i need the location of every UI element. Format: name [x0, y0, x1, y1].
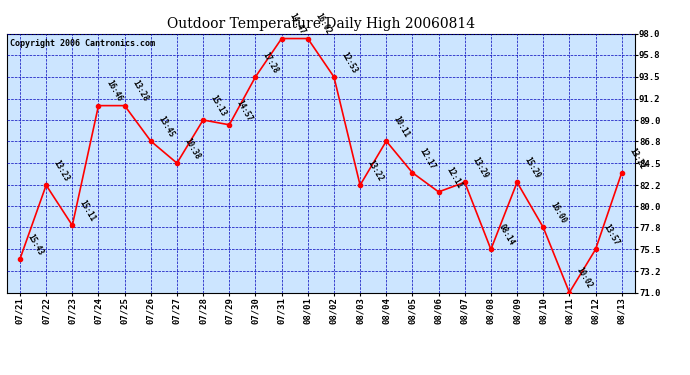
Text: 16:46: 16:46: [104, 79, 124, 104]
Text: 16:02: 16:02: [313, 12, 333, 36]
Text: 13:45: 13:45: [157, 114, 176, 139]
Text: 15:29: 15:29: [522, 156, 542, 180]
Text: 15:43: 15:43: [26, 232, 45, 257]
Text: 13:28: 13:28: [130, 79, 150, 104]
Text: 12:17: 12:17: [418, 146, 437, 171]
Title: Outdoor Temperature Daily High 20060814: Outdoor Temperature Daily High 20060814: [167, 17, 475, 31]
Text: 10:02: 10:02: [575, 266, 594, 290]
Text: 08:14: 08:14: [497, 223, 516, 247]
Text: 15:11: 15:11: [78, 199, 97, 223]
Text: 13:23: 13:23: [52, 159, 71, 183]
Text: 12:11: 12:11: [444, 165, 464, 190]
Text: 14:57: 14:57: [235, 98, 254, 123]
Text: 17:28: 17:28: [261, 50, 280, 75]
Text: 10:11: 10:11: [392, 114, 411, 139]
Text: 15:13: 15:13: [208, 93, 228, 118]
Text: 14:47: 14:47: [287, 12, 306, 36]
Text: 13:57: 13:57: [601, 223, 620, 247]
Text: 12:53: 12:53: [339, 50, 359, 75]
Text: 10:38: 10:38: [183, 136, 202, 161]
Text: 13:22: 13:22: [366, 159, 385, 183]
Text: 13:29: 13:29: [471, 156, 490, 180]
Text: 16:00: 16:00: [549, 201, 568, 225]
Text: Copyright 2006 Cantronics.com: Copyright 2006 Cantronics.com: [10, 39, 155, 48]
Text: 13:22: 13:22: [627, 146, 647, 171]
